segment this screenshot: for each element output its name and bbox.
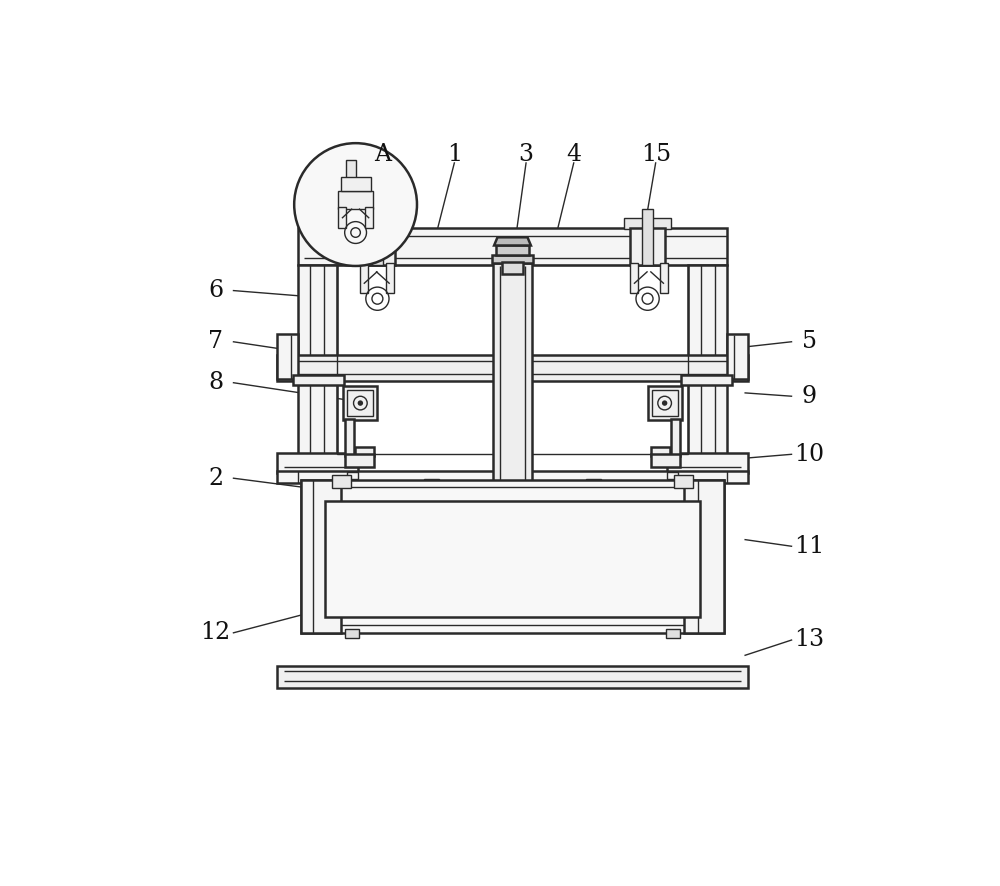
Bar bbox=[360, 262, 368, 293]
Bar bbox=[277, 334, 298, 379]
Bar bbox=[681, 375, 732, 385]
Bar bbox=[678, 478, 693, 486]
Bar bbox=[648, 386, 682, 420]
Bar bbox=[343, 386, 377, 420]
Bar bbox=[341, 177, 371, 190]
Bar bbox=[492, 255, 533, 263]
Bar bbox=[347, 390, 373, 416]
Bar bbox=[502, 262, 523, 274]
Bar bbox=[337, 265, 688, 455]
Bar bbox=[345, 629, 359, 639]
Bar bbox=[338, 190, 373, 209]
Bar bbox=[277, 453, 358, 473]
Bar bbox=[372, 209, 383, 265]
Text: 10: 10 bbox=[794, 443, 824, 466]
Bar bbox=[386, 262, 394, 293]
Bar bbox=[642, 209, 653, 265]
Bar bbox=[301, 480, 341, 633]
Bar bbox=[424, 478, 439, 486]
Bar bbox=[277, 665, 748, 688]
Text: 4: 4 bbox=[566, 143, 581, 166]
Bar bbox=[727, 334, 748, 379]
Text: 9: 9 bbox=[802, 385, 817, 408]
Text: 11: 11 bbox=[794, 535, 824, 558]
Text: 8: 8 bbox=[208, 371, 223, 394]
Bar bbox=[301, 480, 724, 633]
Bar bbox=[674, 475, 693, 488]
Text: A: A bbox=[374, 143, 391, 166]
Bar bbox=[332, 478, 347, 486]
Polygon shape bbox=[494, 237, 531, 245]
Bar bbox=[293, 375, 344, 385]
Circle shape bbox=[662, 400, 667, 406]
Bar bbox=[346, 159, 356, 199]
Bar bbox=[688, 265, 727, 455]
Text: 7: 7 bbox=[208, 330, 223, 354]
Bar bbox=[651, 447, 670, 455]
Bar bbox=[667, 453, 748, 473]
Bar bbox=[360, 228, 395, 265]
Bar bbox=[365, 207, 373, 228]
Text: 5: 5 bbox=[802, 330, 817, 354]
Bar bbox=[624, 218, 671, 229]
Bar bbox=[338, 207, 346, 228]
Bar bbox=[671, 419, 680, 455]
Text: 13: 13 bbox=[794, 628, 824, 651]
Text: 6: 6 bbox=[208, 279, 223, 302]
Text: 2: 2 bbox=[208, 467, 223, 490]
Bar bbox=[651, 455, 680, 467]
Bar bbox=[345, 419, 354, 455]
Bar bbox=[345, 455, 374, 467]
Bar bbox=[354, 218, 401, 229]
Bar bbox=[684, 480, 724, 633]
Circle shape bbox=[358, 400, 363, 406]
Text: 3: 3 bbox=[519, 143, 534, 166]
Bar bbox=[660, 262, 668, 293]
Bar bbox=[355, 447, 374, 455]
Bar bbox=[630, 262, 638, 293]
Bar bbox=[277, 470, 748, 483]
Bar bbox=[332, 475, 351, 488]
Text: 1: 1 bbox=[447, 143, 462, 166]
Bar bbox=[652, 390, 678, 416]
Text: 12: 12 bbox=[201, 621, 231, 644]
Bar bbox=[347, 472, 358, 478]
Bar bbox=[496, 245, 529, 255]
Bar bbox=[667, 472, 678, 478]
Bar bbox=[630, 228, 665, 265]
Bar bbox=[298, 265, 337, 455]
Bar bbox=[666, 629, 680, 639]
Bar bbox=[586, 478, 601, 486]
Bar bbox=[277, 354, 748, 381]
Bar bbox=[325, 501, 700, 617]
Bar bbox=[298, 229, 727, 265]
Text: 15: 15 bbox=[641, 143, 671, 166]
Bar bbox=[493, 263, 532, 483]
Circle shape bbox=[294, 144, 417, 266]
